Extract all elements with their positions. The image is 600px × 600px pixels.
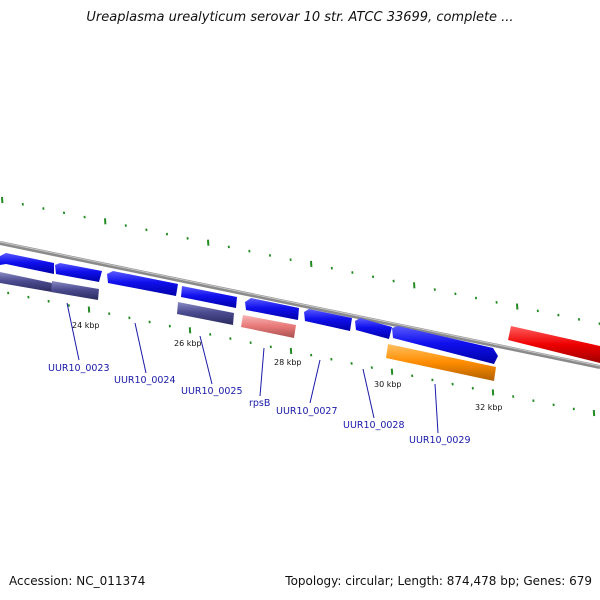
gene-label-uur10-0029[interactable]: UUR10_0029 — [409, 435, 471, 446]
cds-feature-forward-3[interactable] — [107, 271, 178, 296]
cds-feature-reverse-2[interactable] — [51, 281, 99, 300]
scale-label-28kbp: 28 kbp — [274, 358, 302, 367]
cds-feature-forward-7[interactable] — [355, 318, 392, 339]
gene-label-uur10-0024[interactable]: UUR10_0024 — [114, 375, 176, 386]
cds-feature-forward-6[interactable] — [304, 309, 352, 331]
feature-track — [0, 253, 600, 381]
gene-label-uur10-0027[interactable]: UUR10_0027 — [276, 406, 338, 417]
cds-feature-forward-5[interactable] — [245, 298, 299, 320]
cds-feature-forward-1[interactable] — [0, 253, 54, 274]
inner-tick-ring — [7, 291, 596, 417]
cds-feature-forward-4[interactable] — [181, 286, 237, 308]
scale-label-26kbp: 26 kbp — [174, 339, 202, 348]
scale-label-30kbp: 30 kbp — [374, 380, 402, 389]
scale-labels: 24 kbp 26 kbp 28 kbp 30 kbp 32 kbp — [72, 321, 503, 412]
sequence-backbone — [0, 241, 600, 369]
gene-label-uur10-0025[interactable]: UUR10_0025 — [181, 386, 243, 397]
scale-label-24kbp: 24 kbp — [72, 321, 100, 330]
rna-feature-rpsB[interactable] — [241, 315, 296, 338]
cds-feature-reverse-3[interactable] — [177, 302, 234, 325]
genome-summary-label: Topology: circular; Length: 874,478 bp; … — [285, 574, 592, 588]
outer-tick-ring — [1, 196, 600, 326]
highlighted-feature[interactable] — [386, 344, 496, 381]
feature-red[interactable] — [508, 326, 600, 363]
map-title: Ureaplasma urealyticum serovar 10 str. A… — [86, 10, 514, 25]
sequence-backbone-highlight — [0, 241, 600, 367]
cds-feature-forward-8[interactable] — [392, 326, 498, 364]
scale-label-32kbp: 32 kbp — [475, 403, 503, 412]
gene-label-uur10-0028[interactable]: UUR10_0028 — [343, 420, 405, 431]
cds-feature-forward-2[interactable] — [55, 263, 102, 282]
label-leaders — [66, 302, 439, 434]
gene-label-uur10-0023[interactable]: UUR10_0023 — [48, 363, 110, 374]
cds-feature-reverse-1[interactable] — [0, 272, 52, 292]
accession-label: Accession: NC_011374 — [9, 574, 146, 588]
gene-labels: UUR10_0023 UUR10_0024 UUR10_0025 rpsB UU… — [48, 363, 471, 446]
gene-label-rpsB[interactable]: rpsB — [249, 398, 270, 409]
